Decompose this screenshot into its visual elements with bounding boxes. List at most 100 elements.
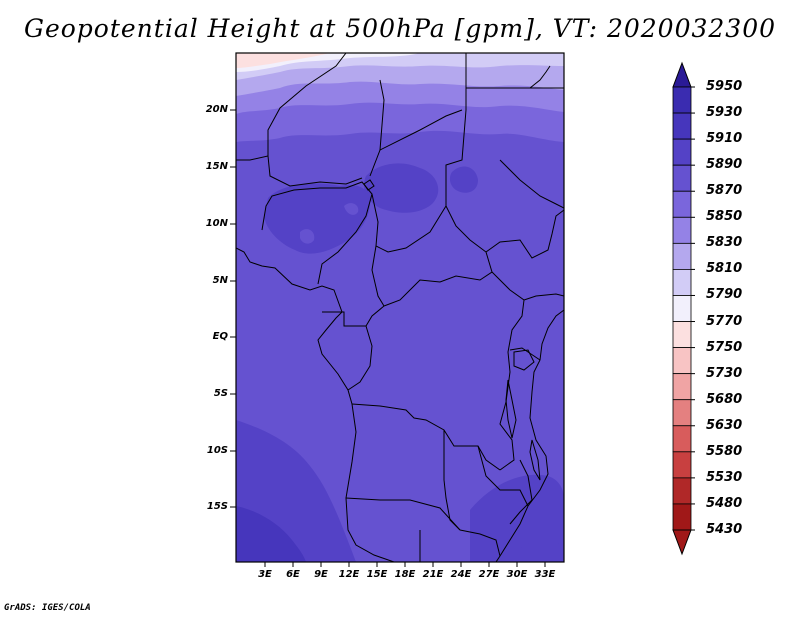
political-boundaries: [236, 53, 564, 562]
x-tick-label: 3E: [258, 569, 272, 580]
field-5890-south-east: [470, 474, 564, 562]
colorbar-segment: [672, 503, 692, 531]
border-chad-north: [379, 109, 463, 151]
x-tick-label: 9E: [314, 569, 328, 580]
border-chad-car: [371, 193, 447, 253]
y-tick-label: 10S: [206, 445, 228, 456]
axis-ticks: [230, 109, 546, 567]
field-5890-patch-sudan: [449, 166, 478, 193]
colorbar-level-label: 5910: [706, 131, 743, 147]
colorbar-segment: [672, 451, 692, 479]
x-tick-label: 12E: [338, 569, 360, 580]
border-cameroon-car: [371, 245, 385, 307]
colorbar-level-label: 5730: [706, 365, 743, 381]
colorbar-level-label: 5870: [706, 183, 743, 199]
field-5890-patch-chad: [363, 163, 439, 213]
x-tick-label: 6E: [286, 569, 300, 580]
y-tick-label: 10N: [205, 218, 228, 229]
colorbar-level-label: 5810: [706, 261, 743, 277]
field-5910-south-west: [236, 506, 306, 562]
border-sudan-ethiopia: [485, 209, 564, 259]
colorbar-level-label: 5830: [706, 235, 743, 251]
x-tick-label: 33E: [534, 569, 556, 580]
border-nigeria: [261, 181, 373, 285]
y-tick-label: 15S: [206, 501, 228, 512]
border-zambia: [477, 445, 529, 507]
colorbar-segment: [672, 86, 692, 114]
lake-victoria: [513, 349, 535, 371]
lake-malawi: [529, 439, 541, 481]
lake-tanganyika: [505, 379, 517, 439]
colorbar-level-label: 5430: [706, 522, 743, 537]
colorbar: [672, 61, 695, 556]
border-zim: [459, 529, 501, 557]
border-ethiopia-kenya: [523, 293, 564, 301]
field-5890-south-east-2: [510, 540, 564, 562]
colorbar-level-label: 5530: [706, 469, 743, 485]
x-tick-label: 18E: [394, 569, 416, 580]
x-tick-label: 15E: [366, 569, 388, 580]
border-mozambique: [509, 459, 533, 525]
gulf-coast-north: [499, 159, 564, 209]
coastline-west: [236, 247, 395, 562]
colorbar-level-label: 5950: [706, 79, 743, 94]
border-drc-angola: [351, 403, 501, 471]
colorbar-level-label: 5930: [706, 105, 743, 121]
border-angola-namibia: [345, 497, 461, 531]
colorbar-level-label: 5890: [706, 157, 743, 173]
colorbar-segment: [672, 112, 692, 140]
colorbar-top-arrow: [672, 61, 692, 88]
colorbar-level-label: 5850: [706, 209, 743, 225]
colorbar-level-label: 5630: [706, 417, 743, 433]
field-5750-patch: [236, 53, 330, 68]
colorbar-segment: [672, 242, 692, 270]
border-drc-east: [491, 271, 525, 471]
border-niger-north: [369, 79, 385, 177]
x-tick-label: 30E: [506, 569, 528, 580]
y-tick-label: 5N: [212, 275, 228, 286]
colorbar-level-label: 5680: [706, 391, 743, 407]
colorbar-segment: [672, 321, 692, 348]
colorbar-segment: [672, 347, 692, 375]
border-sudan-south: [383, 205, 493, 307]
map-title: Geopotential Height at 500hPa [gpm], VT:…: [23, 14, 777, 43]
height-field: [236, 53, 564, 562]
colorbar-level-label: 5580: [706, 443, 743, 459]
y-tick-label: 5S: [213, 388, 228, 399]
red-sea-coast: [529, 65, 551, 89]
colorbar-bottom-arrow: [672, 529, 692, 556]
plot-frame: [235, 52, 565, 563]
coastline-east: [495, 309, 564, 562]
colorbar-segment: [672, 216, 692, 244]
colorbar-level-label: 5770: [706, 313, 743, 329]
field-5890-patch-west-africa: [264, 183, 371, 254]
colorbar-level-label: 5790: [706, 287, 743, 303]
colorbar-segment: [672, 164, 692, 192]
colorbar-segment: [672, 138, 692, 166]
grads-credit: GrADS: IGES/COLA: [4, 603, 91, 613]
border-kenya-tanzania: [509, 347, 541, 361]
border-cameroon-gabon: [322, 305, 385, 327]
border-congo: [347, 325, 373, 391]
y-tick-label: EQ: [212, 331, 228, 342]
field-5870-hole-2: [344, 203, 359, 215]
y-tick-label: 15N: [205, 161, 228, 172]
colorbar-segment: [672, 190, 692, 218]
colorbar-level-label: 5750: [706, 339, 743, 355]
colorbar-segment: [672, 477, 692, 505]
colorbar-segment: [672, 373, 692, 401]
lake-chad: [363, 179, 375, 191]
colorbar-segment: [672, 399, 692, 427]
colorbar-segment: [672, 425, 692, 453]
border-libya-sudan: [445, 109, 467, 206]
x-tick-label: 27E: [478, 569, 500, 580]
colorbar-level-label: 5480: [706, 495, 743, 511]
field-5870-hole-1: [300, 229, 315, 244]
y-tick-label: 20N: [205, 104, 228, 115]
border-algeria-libya: [236, 53, 347, 161]
x-tick-label: 24E: [450, 569, 472, 580]
x-tick-label: 21E: [422, 569, 444, 580]
border-mali-niger: [267, 155, 363, 187]
colorbar-segment: [672, 269, 692, 296]
